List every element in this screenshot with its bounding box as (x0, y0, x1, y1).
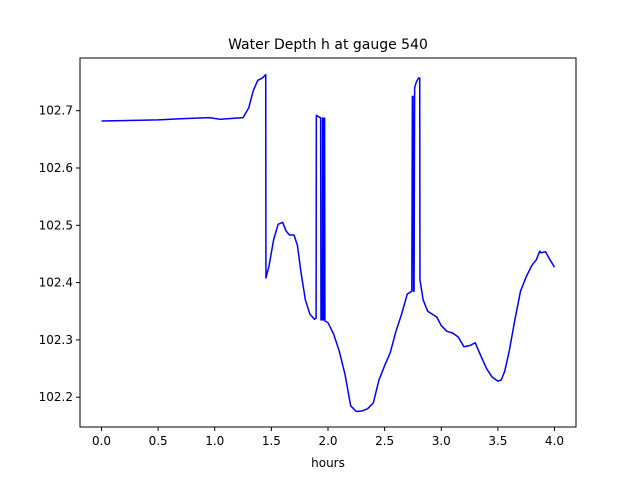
x-tick-label: 3.0 (432, 434, 451, 448)
x-tick-label: 2.5 (375, 434, 394, 448)
y-axis: 102.2 102.3 102.4 102.5 102.6 102.7 (39, 104, 80, 404)
y-tick-label: 102.4 (39, 276, 73, 290)
x-tick-label: 0.0 (92, 434, 111, 448)
plot-area (80, 58, 576, 427)
series-layer (101, 73, 556, 413)
x-tick-label: 0.5 (149, 434, 168, 448)
series-line-0 (101, 73, 556, 413)
x-axis: 0.0 0.5 1.0 1.5 2.0 2.5 3.0 3.5 4.0 (92, 427, 564, 448)
y-tick-label: 102.6 (39, 161, 73, 175)
y-tick-label: 102.2 (39, 390, 73, 404)
x-tick-label: 2.0 (318, 434, 337, 448)
x-tick-label: 1.0 (205, 434, 224, 448)
y-tick-label: 102.3 (39, 333, 73, 347)
chart-title: Water Depth h at gauge 540 (228, 37, 428, 53)
x-tick-label: 4.0 (545, 434, 564, 448)
y-tick-label: 102.7 (39, 104, 73, 118)
x-tick-label: 1.5 (262, 434, 281, 448)
x-tick-label: 3.5 (488, 434, 507, 448)
x-axis-label: hours (311, 456, 345, 470)
y-tick-label: 102.5 (39, 218, 73, 232)
